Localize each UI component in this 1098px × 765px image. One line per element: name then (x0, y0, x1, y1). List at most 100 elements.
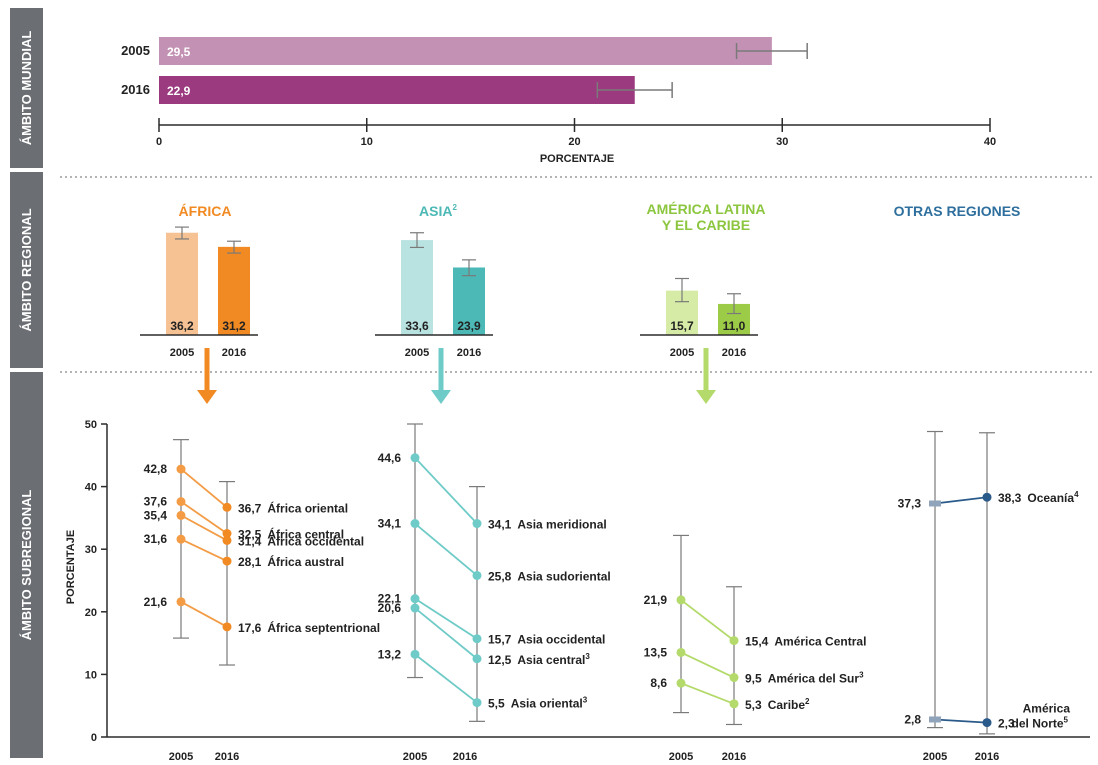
regional-bar-value-africa-2005: 36,2 (170, 319, 194, 333)
series-line-other-1 (934, 718, 988, 724)
series-value-2016-africa-3: 28,1 (238, 555, 262, 569)
series-value-2016-africa-2: 31,4 (238, 534, 262, 548)
regional-year-asia-2016: 2016 (457, 347, 481, 359)
regional-year-africa-2016: 2016 (222, 347, 246, 359)
series-value-2005-other-1: 2,8 (904, 712, 921, 726)
series-name-latam-1: América del Sur (768, 672, 860, 686)
series-label-latam-1: 9,5 América del Sur3 (745, 671, 864, 686)
regional-bar-value-africa-2016: 31,2 (222, 319, 246, 333)
series-name-line2-text: del Norte (1012, 717, 1064, 731)
series-point-2005-africa-2 (176, 510, 186, 520)
series-line-africa-1 (180, 500, 228, 535)
series-value-2005-africa-3: 31,6 (144, 532, 168, 546)
series-name-sup: 5 (1064, 716, 1069, 725)
world-bar-2016 (159, 76, 635, 104)
series-point-2016-latam-1 (729, 673, 739, 683)
subregional-year-latam-1: 2016 (722, 751, 746, 763)
regional-bar-value-asia-2005: 33,6 (405, 319, 429, 333)
regional-year-latam-2016: 2016 (722, 347, 746, 359)
regional-bar-africa-2016 (218, 246, 250, 335)
subregional-year-other-0: 2005 (923, 751, 947, 763)
series-line-africa-0 (180, 468, 228, 508)
series-point-2005-other-0 (929, 500, 941, 507)
series-value-2005-asia-0: 44,6 (378, 451, 402, 465)
subregional-y-tick-label: 30 (85, 544, 97, 556)
series-value-2005-africa-0: 42,8 (144, 462, 168, 476)
series-label-asia-3: 12,5 Asia central3 (488, 652, 590, 667)
arrow-asia (431, 348, 451, 404)
series-value-2016-asia-1: 25,8 (488, 569, 512, 583)
series-line-africa-2 (180, 514, 228, 542)
series-point-2005-other-1 (929, 716, 941, 723)
series-line-africa-3 (180, 538, 228, 562)
title-asia-sup: 2 (453, 203, 458, 212)
series-line-asia-1 (414, 522, 478, 577)
series-label-asia-2: 15,7 Asia occidental (488, 633, 605, 647)
arrow-africa (197, 348, 217, 404)
series-line-latam-0 (680, 599, 735, 642)
series-line-latam-2 (680, 682, 735, 705)
series-line-asia-3 (414, 607, 478, 660)
series-point-2016-africa-2 (222, 535, 232, 545)
series-value-2005-asia-2: 22,1 (378, 592, 402, 606)
series-value-2005-other-0: 37,3 (898, 497, 922, 511)
series-name-africa-0: África oriental (267, 500, 348, 515)
series-name-sup-other-0: 4 (1074, 490, 1079, 499)
series-value-2005-latam-2: 8,6 (650, 676, 667, 690)
side-label-subregional: ÁMBITO SUBREGIONAL (19, 490, 34, 641)
subregional-y-tick-label: 0 (91, 732, 97, 744)
series-point-2016-asia-4 (472, 698, 482, 708)
side-band-world (10, 8, 43, 168)
title-latam-line1: AMÉRICA LATINA (647, 201, 766, 217)
regional-bar-value-latam-2016: 11,0 (723, 319, 746, 333)
subregional-y-tick-label: 20 (85, 607, 97, 619)
series-point-2005-asia-4 (410, 649, 420, 659)
series-line-africa-4 (180, 600, 228, 628)
series-value-2005-asia-4: 13,2 (378, 647, 402, 661)
series-label-asia-0: 34,1 Asia meridional (488, 518, 607, 532)
subregional-year-africa-0: 2005 (169, 751, 193, 763)
series-name-line2-other-1: del Norte5 (1012, 716, 1069, 731)
series-label-asia-4: 5,5 Asia oriental3 (488, 696, 588, 711)
subregional-y-tick-label: 40 (85, 482, 97, 494)
series-line-latam-1 (680, 651, 735, 679)
series-point-2016-asia-3 (472, 654, 482, 664)
series-name-africa-4: África septentrional (267, 620, 380, 635)
title-other-regions: OTRAS REGIONES (894, 203, 1021, 219)
series-point-2016-africa-4 (222, 622, 232, 632)
series-value-2016-asia-4: 5,5 (488, 697, 505, 711)
series-name-africa-2: África occidental (267, 533, 364, 548)
world-x-tick-label: 30 (776, 136, 788, 148)
title-asia: ASIA2 (419, 203, 457, 219)
series-name-sup-asia-4: 3 (583, 696, 588, 705)
series-point-2016-latam-0 (729, 636, 739, 646)
world-chart: 2005 2016 PORCENTAJE 29,5 22,9 0 10 20 30 40 (121, 37, 996, 165)
title-latam-line2: Y EL CARIBE (662, 217, 750, 233)
series-name-sup-asia-3: 3 (585, 652, 590, 661)
subregional-year-africa-1: 2016 (215, 751, 239, 763)
series-name-asia-2: Asia occidental (517, 633, 605, 647)
regional-bar-asia-2016 (453, 267, 485, 335)
series-point-2016-other-0 (982, 492, 992, 502)
series-point-2005-latam-0 (676, 595, 686, 605)
series-point-2016-africa-3 (222, 556, 232, 566)
series-value-2016-other-0: 38,3 (998, 491, 1022, 505)
series-value-2016-latam-2: 5,3 (745, 698, 762, 712)
series-value-2016-asia-0: 34,1 (488, 518, 512, 532)
side-label-regional: ÁMBITO REGIONAL (19, 208, 34, 331)
world-xlabel: PORCENTAJE (540, 153, 614, 165)
regional-chart: 36,2 2005 31,2 2016 33,6 2005 23,9 2016 15,7 2005… (140, 226, 758, 359)
subregional-year-asia-0: 2005 (403, 751, 427, 763)
series-name-line1-other-1: América (1023, 702, 1071, 716)
series-value-2016-other-1: 2,3 (998, 717, 1015, 731)
world-label-2005: 2005 (121, 43, 150, 58)
series-label-latam-0: 15,4 América Central (745, 635, 866, 649)
series-line-asia-0 (414, 457, 478, 525)
world-bar-value-2016: 22,9 (167, 84, 191, 98)
series-value-2005-latam-0: 21,9 (644, 593, 668, 607)
series-point-2016-africa-1 (222, 529, 232, 539)
regional-bar-value-asia-2016: 23,9 (457, 319, 481, 333)
world-x-tick-label: 40 (984, 136, 996, 148)
